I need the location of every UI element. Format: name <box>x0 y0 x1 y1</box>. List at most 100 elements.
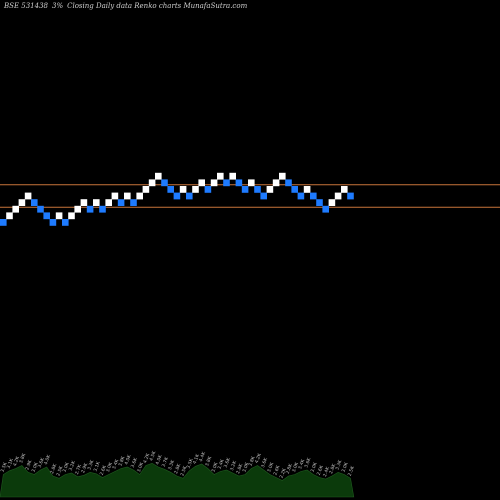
volume-label: 3.6K <box>37 456 46 469</box>
volume-label: 3.2K <box>68 459 77 472</box>
volume-label: 3.6K <box>260 456 269 469</box>
volume-label: 2.5K <box>55 464 64 477</box>
volume-label: 2.9K <box>24 458 33 471</box>
renko-brick <box>80 199 88 206</box>
renko-brick <box>235 179 243 187</box>
volume-label: 4.0K <box>155 453 164 466</box>
header-tail: Closing Daily data Renko charts MunafaSu… <box>67 2 248 10</box>
volume-label: 2.5K <box>179 464 188 477</box>
volume-label: 3.3K <box>167 458 176 471</box>
renko-brick <box>204 186 212 193</box>
volume-label: 3.4K <box>297 458 306 471</box>
volume-label: 2.8K <box>328 462 337 475</box>
box-size-label: 3% <box>52 2 64 10</box>
renko-brick <box>229 172 236 180</box>
volume-label: 2.6K <box>316 464 325 477</box>
renko-brick <box>279 172 286 180</box>
volume-label: 3.0K <box>310 461 319 474</box>
renko-brick <box>322 205 329 213</box>
renko-brick <box>6 212 13 220</box>
volume-label: 3.4K <box>217 458 226 471</box>
renko-brick <box>105 199 112 206</box>
renko-brick <box>111 192 119 200</box>
renko-brick <box>93 199 100 206</box>
volume-label: 3.3K <box>86 458 95 471</box>
volume-label: 2.6K <box>99 464 108 477</box>
renko-brick <box>148 179 156 187</box>
renko-brick <box>291 186 298 193</box>
volume-label: 4.2K <box>142 452 151 465</box>
volume-label: 3.8K <box>117 455 126 468</box>
volume-label: 3.0K <box>105 461 114 474</box>
renko-brick <box>74 205 81 213</box>
renko-brick <box>328 199 336 206</box>
renko-brick <box>210 179 218 187</box>
renko-brick <box>155 172 162 180</box>
volume-label: 3.2K <box>229 459 238 472</box>
volume-label: 3.0K <box>241 461 250 474</box>
renko-brick <box>285 179 292 187</box>
renko-brick <box>161 179 168 187</box>
volume-label: 3.1K <box>93 460 102 473</box>
volume-label: 4.4K <box>198 450 207 463</box>
renko-brick <box>303 186 311 193</box>
volume-label: 4.0K <box>43 453 52 466</box>
volume-label: 3.0K <box>266 461 275 474</box>
renko-brick <box>272 179 280 187</box>
chart-header: BSE 531438 3% Closing Daily data Renko cha… <box>4 2 251 10</box>
volume-label: 3.8K <box>248 455 257 468</box>
renko-brick <box>18 199 26 206</box>
renko-brick <box>297 192 305 200</box>
renko-brick <box>241 186 249 193</box>
renko-brick <box>24 192 32 200</box>
renko-brick <box>124 192 131 200</box>
volume-label: 3.0K <box>291 461 300 474</box>
volume-label: 2.8K <box>285 462 294 475</box>
renko-brick <box>86 205 94 213</box>
volume-area <box>0 462 355 498</box>
volume-label: 3.7K <box>161 455 170 468</box>
renko-brick <box>173 192 181 200</box>
volume-label: 3.8K <box>18 452 27 465</box>
volume-label: 4.2K <box>254 452 263 465</box>
renko-brick <box>117 199 125 206</box>
renko-brick <box>254 186 261 193</box>
volume-label: 3.0K <box>341 461 350 474</box>
renko-brick <box>62 219 69 226</box>
renko-brick <box>198 179 205 187</box>
renko-brick <box>341 186 348 193</box>
renko-brick <box>217 172 224 180</box>
volume-label: 2.9K <box>80 461 89 474</box>
volume-label: 3.0K <box>136 461 145 474</box>
renko-brick <box>43 212 50 220</box>
volume-label: 3.0K <box>210 461 219 474</box>
renko-brick <box>12 205 19 213</box>
renko-brick <box>37 205 44 213</box>
volume-label: 3.4K <box>111 458 120 471</box>
volume-label: 2.5K <box>347 464 356 477</box>
volume-label: 4.2K <box>12 455 21 468</box>
renko-brick <box>49 219 57 226</box>
renko-brick <box>68 212 75 220</box>
renko-brick <box>31 199 38 206</box>
renko-brick <box>347 192 354 200</box>
volume-label: 3.6K <box>223 456 232 469</box>
renko-brick <box>266 186 274 193</box>
renko-brick <box>130 199 137 206</box>
renko-brick <box>55 212 63 220</box>
volume-label: 3.0K <box>31 461 40 474</box>
renko-brick <box>142 186 150 193</box>
volume-label: 3.5K <box>0 461 9 474</box>
volume-label: 3.1K <box>6 457 15 470</box>
volume-label: 2.6K <box>272 464 281 477</box>
volume-label: 3.5K <box>186 457 195 470</box>
volume-label: 2.8K <box>49 462 58 475</box>
volume-label: 2.2K <box>279 467 288 480</box>
renko-brick <box>179 186 187 193</box>
renko-brick <box>186 192 193 200</box>
renko-brick <box>136 192 143 200</box>
volume-label: 2.4K <box>322 465 331 478</box>
renko-brick <box>99 205 106 213</box>
